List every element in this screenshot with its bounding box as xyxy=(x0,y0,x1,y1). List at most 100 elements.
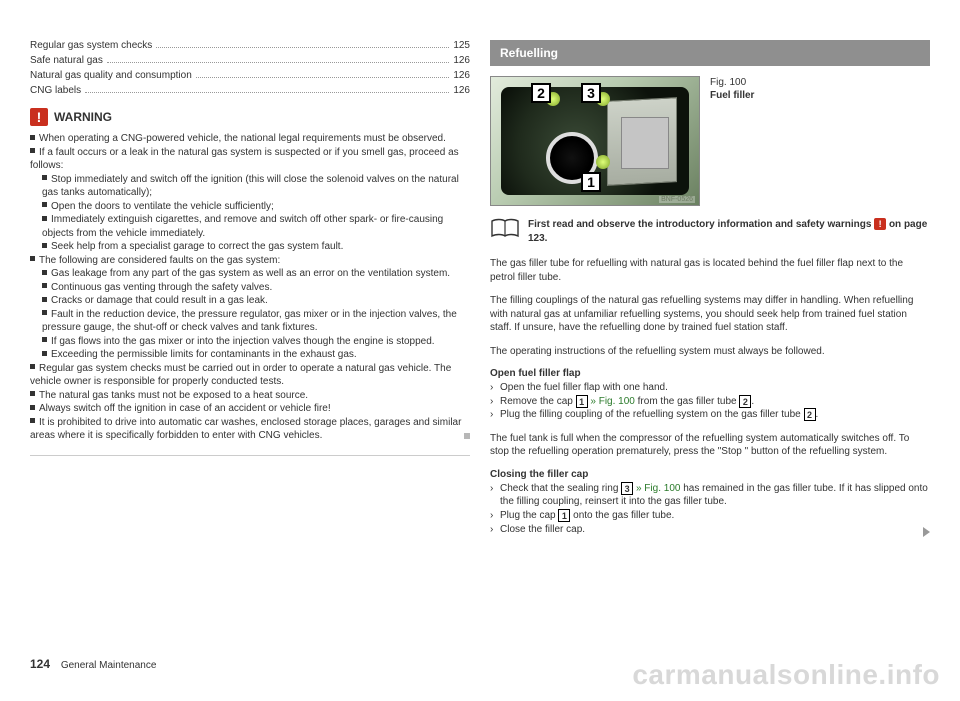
toc-row: Natural gas quality and consumption 126 xyxy=(30,70,470,81)
step-text: Plug the filling coupling of the refuell… xyxy=(500,409,804,420)
warning-item: The natural gas tanks must not be expose… xyxy=(30,389,470,403)
callout-3: 3 xyxy=(581,83,601,103)
page-footer: 124 General Maintenance xyxy=(30,657,156,671)
callout-1: 1 xyxy=(581,172,601,192)
toc-label: Regular gas system checks xyxy=(30,40,152,51)
paragraph: The gas filler tube for refuelling with … xyxy=(490,257,930,284)
callout-ref: 1 xyxy=(576,395,588,408)
paragraph: The filling couplings of the natural gas… xyxy=(490,294,930,335)
warning-text: Immediately extinguish cigarettes, and r… xyxy=(42,214,443,239)
warning-text: Stop immediately and switch off the igni… xyxy=(42,174,459,199)
toc-dots xyxy=(196,77,450,78)
right-column: Refuelling 2 3 1 BNF-0526 Fig. 100 Fuel … xyxy=(490,40,930,537)
warning-icon: ! xyxy=(30,108,48,126)
step-text: Remove the cap xyxy=(500,396,576,407)
warning-item: If gas flows into the gas mixer or into … xyxy=(30,335,470,349)
section-header: Refuelling xyxy=(490,40,930,66)
warning-box: ! WARNING When operating a CNG-powered v… xyxy=(30,108,470,456)
toc-dots xyxy=(107,62,449,63)
figure-ref-code: BNF-0526 xyxy=(659,196,695,203)
warning-item: Exceeding the permissible limits for con… xyxy=(30,348,470,362)
figure-caption: Fig. 100 Fuel filler xyxy=(710,76,754,206)
warning-item: If a fault occurs or a leak in the natur… xyxy=(30,146,470,173)
watermark: carmanualsonline.info xyxy=(632,659,940,691)
warning-item: Open the doors to ventilate the vehicle … xyxy=(30,200,470,214)
notice-text: First read and observe the introductory … xyxy=(528,218,930,245)
left-column: Regular gas system checks 125 Safe natur… xyxy=(30,40,470,537)
fig-ref: » Fig. 100 xyxy=(633,483,680,494)
warning-item: Always switch off the ignition in case o… xyxy=(30,402,470,416)
page-number: 124 xyxy=(30,657,50,671)
toc-page: 126 xyxy=(453,55,470,66)
step-text: from the gas filler tube xyxy=(635,396,740,407)
warning-text: The natural gas tanks must not be expose… xyxy=(39,390,308,401)
warning-header: ! WARNING xyxy=(30,108,470,126)
callout-ref: 2 xyxy=(739,395,751,408)
warning-item: It is prohibited to drive into automatic… xyxy=(30,416,470,443)
step: Check that the sealing ring 3 » Fig. 100… xyxy=(490,482,930,509)
step: Close the filler cap. xyxy=(490,523,930,537)
warning-text: Continuous gas venting through the safet… xyxy=(51,282,272,293)
book-icon xyxy=(490,218,520,240)
toc-dots xyxy=(156,47,449,48)
callout-ref: 1 xyxy=(558,509,570,522)
callout-ref: 2 xyxy=(804,408,816,421)
warning-text: If gas flows into the gas mixer or into … xyxy=(51,336,435,347)
warning-text: If a fault occurs or a leak in the natur… xyxy=(30,147,459,172)
continue-icon xyxy=(923,527,930,537)
warning-text: Open the doors to ventilate the vehicle … xyxy=(51,201,274,212)
warning-badge-icon: ! xyxy=(874,218,886,230)
step: Plug the cap 1 onto the gas filler tube. xyxy=(490,509,930,523)
paragraph: The fuel tank is full when the compresso… xyxy=(490,432,930,459)
step-text: Plug the cap xyxy=(500,510,558,521)
warning-body: When operating a CNG-powered vehicle, th… xyxy=(30,132,470,443)
warning-item: Stop immediately and switch off the igni… xyxy=(30,173,470,200)
warning-text: Exceeding the permissible limits for con… xyxy=(51,349,357,360)
figure-title: Fuel filler xyxy=(710,89,754,102)
warning-item: Immediately extinguish cigarettes, and r… xyxy=(30,213,470,240)
figure-image: 2 3 1 BNF-0526 xyxy=(490,76,700,206)
warning-item: The following are considered faults on t… xyxy=(30,254,470,268)
warning-text: It is prohibited to drive into automatic… xyxy=(30,417,461,442)
toc-dots xyxy=(85,92,449,93)
read-first-notice: First read and observe the introductory … xyxy=(490,218,930,245)
step-text: Check that the sealing ring xyxy=(500,483,621,494)
step: Open the fuel filler flap with one hand. xyxy=(490,381,930,395)
toc-label: Natural gas quality and consumption xyxy=(30,70,192,81)
figure-row: 2 3 1 BNF-0526 Fig. 100 Fuel filler xyxy=(490,76,930,206)
notice-pre: First read and observe the introductory … xyxy=(528,219,874,230)
step: Plug the filling coupling of the refuell… xyxy=(490,408,930,422)
warning-text: Fault in the reduction device, the press… xyxy=(42,309,457,334)
callout-ref: 3 xyxy=(621,482,633,495)
step-text: onto the gas filler tube. xyxy=(570,510,674,521)
toc: Regular gas system checks 125 Safe natur… xyxy=(30,40,470,96)
warning-item: Gas leakage from any part of the gas sys… xyxy=(30,267,470,281)
warning-title: WARNING xyxy=(54,110,112,124)
callout-2: 2 xyxy=(531,83,551,103)
toc-row: CNG labels 126 xyxy=(30,85,470,96)
warning-text: Regular gas system checks must be carrie… xyxy=(30,363,451,388)
warning-text: When operating a CNG-powered vehicle, th… xyxy=(39,133,446,144)
toc-row: Regular gas system checks 125 xyxy=(30,40,470,51)
toc-label: CNG labels xyxy=(30,85,81,96)
warning-text: Cracks or damage that could result in a … xyxy=(51,295,268,306)
subheading: Open fuel filler flap xyxy=(490,368,930,379)
warning-text: Gas leakage from any part of the gas sys… xyxy=(51,268,450,279)
step-text: Close the filler cap. xyxy=(500,524,585,535)
toc-page: 125 xyxy=(453,40,470,51)
warning-item: Fault in the reduction device, the press… xyxy=(30,308,470,335)
toc-page: 126 xyxy=(453,70,470,81)
warning-item: Seek help from a specialist garage to co… xyxy=(30,240,470,254)
warning-text: The following are considered faults on t… xyxy=(39,255,280,266)
warning-item: Continuous gas venting through the safet… xyxy=(30,281,470,295)
warning-text: Always switch off the ignition in case o… xyxy=(39,403,331,414)
paragraph: The operating instructions of the refuel… xyxy=(490,345,930,359)
warning-item: Regular gas system checks must be carrie… xyxy=(30,362,470,389)
end-marker-icon xyxy=(464,433,470,439)
warning-item: Cracks or damage that could result in a … xyxy=(30,294,470,308)
section-name: General Maintenance xyxy=(61,660,157,671)
warning-text: Seek help from a specialist garage to co… xyxy=(51,241,343,252)
toc-page: 126 xyxy=(453,85,470,96)
fig-ref: » Fig. 100 xyxy=(588,396,635,407)
subheading: Closing the filler cap xyxy=(490,469,930,480)
